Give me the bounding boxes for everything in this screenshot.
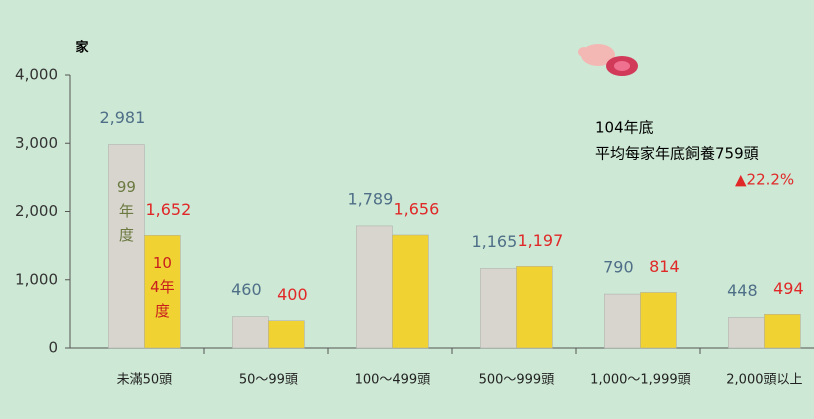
y-tick-label: 4,000 <box>15 66 58 84</box>
bar <box>640 292 676 348</box>
value-label: 1,789 <box>347 189 393 208</box>
x-tick-label: 2,000頭以上 <box>726 373 802 388</box>
value-label: 1,656 <box>393 199 439 218</box>
y-tick-label: 2,000 <box>15 202 58 220</box>
value-label: 814 <box>649 257 680 276</box>
bar <box>764 314 800 348</box>
value-label: 400 <box>277 285 308 304</box>
y-tick-label: 1,000 <box>15 270 58 288</box>
y-tick-label: 0 <box>48 339 58 357</box>
value-label: 2,981 <box>99 108 145 127</box>
bar <box>516 266 552 348</box>
x-tick-label: 50～99頭 <box>239 373 298 388</box>
bar <box>356 226 392 348</box>
value-label: 1,652 <box>145 200 191 219</box>
value-label: 494 <box>773 279 804 298</box>
annotation: 104年底 <box>595 119 654 137</box>
bar <box>728 317 764 348</box>
bar <box>232 317 268 348</box>
y-tick-label: 3,000 <box>15 134 58 152</box>
value-label: 1,197 <box>517 231 563 250</box>
y-axis-label: 家 <box>75 40 89 56</box>
value-label: 1,165 <box>471 232 517 251</box>
x-tick-label: 500～999頭 <box>479 373 555 388</box>
bar <box>392 235 428 348</box>
series-name: 104年度 <box>149 251 175 323</box>
x-tick-label: 100～499頭 <box>355 373 431 388</box>
annotation: ▲22.2% <box>735 171 794 189</box>
value-label: 460 <box>231 280 262 299</box>
x-tick-label: 1,000～1,999頭 <box>590 373 690 388</box>
bar <box>604 294 640 348</box>
bar <box>268 321 304 348</box>
series-name: 99年度 <box>113 175 139 247</box>
x-tick-label: 未滿50頭 <box>117 372 173 388</box>
value-label: 790 <box>603 258 634 277</box>
bar <box>480 268 516 348</box>
value-label: 448 <box>727 281 758 300</box>
chart-page: 家 104年底 平均每家年底飼養759頭 ▲22.2% 0 1,000 2,000 3… <box>0 0 814 419</box>
annotation: 平均每家年底飼養759頭 <box>595 145 759 163</box>
pig-icon <box>578 44 638 76</box>
